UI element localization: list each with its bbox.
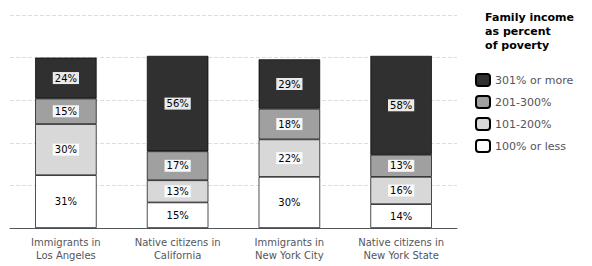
svg-text:201-300%: 201-300% (495, 96, 551, 109)
svg-text:New York State: New York State (363, 250, 438, 261)
svg-text:New York City: New York City (255, 250, 324, 261)
svg-text:California: California (154, 250, 202, 261)
svg-text:56%: 56% (167, 98, 189, 109)
svg-text:Immigrants in: Immigrants in (255, 237, 325, 248)
svg-text:Immigrants in: Immigrants in (31, 237, 101, 248)
svg-text:30%: 30% (55, 144, 77, 155)
svg-text:22%: 22% (278, 153, 300, 164)
svg-text:13%: 13% (167, 186, 189, 197)
svg-text:of poverty: of poverty (485, 39, 549, 52)
svg-text:24%: 24% (55, 73, 77, 84)
svg-text:30%: 30% (278, 197, 300, 208)
svg-text:18%: 18% (278, 119, 300, 130)
svg-text:15%: 15% (167, 210, 189, 221)
svg-text:15%: 15% (55, 106, 77, 117)
svg-text:58%: 58% (390, 100, 412, 111)
svg-text:14%: 14% (390, 211, 412, 222)
svg-text:100% or less: 100% or less (495, 140, 566, 153)
svg-text:101-200%: 101-200% (495, 118, 551, 131)
svg-text:31%: 31% (55, 196, 77, 207)
svg-text:17%: 17% (167, 160, 189, 171)
svg-text:as percent: as percent (485, 25, 551, 38)
svg-text:13%: 13% (390, 160, 412, 171)
svg-text:Native citizens in: Native citizens in (358, 237, 444, 248)
svg-text:Los Angeles: Los Angeles (36, 250, 96, 261)
svg-text:29%: 29% (278, 79, 300, 90)
svg-text:16%: 16% (390, 185, 412, 196)
svg-text:Native citizens in: Native citizens in (135, 237, 221, 248)
svg-text:Family income: Family income (485, 11, 574, 24)
svg-text:301% or more: 301% or more (495, 74, 573, 87)
